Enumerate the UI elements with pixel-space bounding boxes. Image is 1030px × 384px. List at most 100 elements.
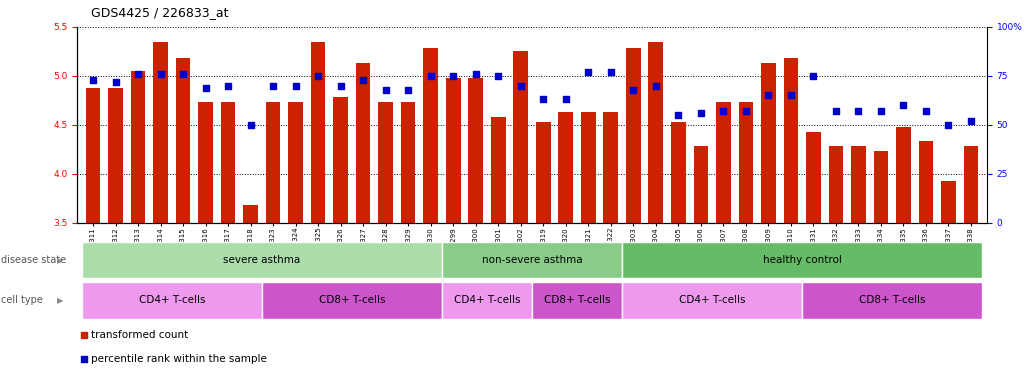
Point: [940, 122, 957, 128]
Bar: [761, 63, 776, 223]
Bar: [334, 98, 348, 223]
Bar: [964, 146, 978, 223]
Bar: [491, 117, 506, 223]
Point: [648, 83, 664, 89]
Text: severe asthma: severe asthma: [224, 255, 301, 265]
Bar: [469, 78, 483, 223]
Point: [358, 250, 375, 257]
Bar: [423, 48, 438, 223]
Bar: [266, 102, 280, 223]
Point: [107, 79, 124, 85]
Point: [242, 122, 259, 128]
Text: CD8+ T-cells: CD8+ T-cells: [544, 295, 610, 306]
Point: [468, 71, 484, 77]
Text: ▶: ▶: [57, 256, 63, 265]
Point: [805, 73, 822, 79]
Bar: [851, 146, 866, 223]
Bar: [671, 122, 686, 223]
Point: [580, 69, 596, 75]
Bar: [622, 242, 983, 278]
Point: [400, 86, 416, 93]
Point: [152, 71, 169, 77]
Point: [557, 96, 574, 103]
Point: [265, 83, 281, 89]
Point: [535, 96, 551, 103]
Text: GDS4425 / 226833_at: GDS4425 / 226833_at: [91, 6, 229, 19]
Bar: [806, 132, 821, 223]
Point: [198, 84, 214, 91]
Bar: [311, 41, 325, 223]
Bar: [85, 88, 100, 223]
Point: [872, 108, 889, 114]
Point: [850, 108, 866, 114]
Bar: [288, 102, 303, 223]
Point: [783, 92, 799, 98]
Point: [219, 83, 236, 89]
Bar: [828, 146, 844, 223]
Point: [422, 73, 439, 79]
Bar: [108, 88, 123, 223]
Point: [828, 108, 845, 114]
Point: [358, 41, 375, 47]
Point: [175, 71, 192, 77]
Bar: [531, 282, 622, 319]
Text: healthy control: healthy control: [762, 255, 842, 265]
Bar: [81, 282, 262, 319]
Bar: [784, 58, 798, 223]
Point: [715, 108, 731, 114]
Bar: [176, 58, 191, 223]
Bar: [81, 242, 442, 278]
Point: [895, 102, 912, 108]
Bar: [378, 102, 393, 223]
Point: [377, 86, 393, 93]
Bar: [446, 78, 460, 223]
Point: [513, 83, 529, 89]
Bar: [919, 141, 933, 223]
Point: [737, 108, 754, 114]
Bar: [649, 41, 663, 223]
Bar: [626, 48, 641, 223]
Text: CD4+ T-cells: CD4+ T-cells: [679, 295, 746, 306]
Bar: [243, 205, 258, 223]
Bar: [220, 102, 236, 223]
Point: [333, 83, 349, 89]
Point: [130, 71, 146, 77]
Bar: [442, 282, 531, 319]
Bar: [262, 282, 442, 319]
Bar: [802, 282, 983, 319]
Bar: [198, 102, 213, 223]
Text: CD8+ T-cells: CD8+ T-cells: [318, 295, 385, 306]
Text: CD8+ T-cells: CD8+ T-cells: [859, 295, 925, 306]
Point: [310, 73, 327, 79]
Text: non-severe asthma: non-severe asthma: [482, 255, 582, 265]
Bar: [896, 127, 911, 223]
Point: [918, 108, 934, 114]
Text: disease state: disease state: [1, 255, 66, 265]
Bar: [622, 282, 802, 319]
Point: [287, 83, 304, 89]
Text: ▶: ▶: [57, 296, 63, 305]
Point: [671, 112, 687, 118]
Bar: [513, 51, 528, 223]
Point: [445, 73, 461, 79]
Text: CD4+ T-cells: CD4+ T-cells: [139, 295, 205, 306]
Point: [603, 69, 619, 75]
Text: transformed count: transformed count: [91, 331, 188, 341]
Bar: [941, 180, 956, 223]
Text: cell type: cell type: [1, 295, 43, 306]
Point: [625, 86, 642, 93]
Bar: [536, 122, 551, 223]
Point: [490, 73, 507, 79]
Bar: [873, 151, 888, 223]
Text: percentile rank within the sample: percentile rank within the sample: [91, 354, 267, 364]
Point: [963, 118, 980, 124]
Bar: [716, 102, 730, 223]
Point: [84, 77, 101, 83]
Bar: [131, 71, 145, 223]
Bar: [442, 242, 622, 278]
Bar: [401, 102, 415, 223]
Bar: [581, 112, 595, 223]
Bar: [355, 63, 371, 223]
Bar: [153, 41, 168, 223]
Bar: [604, 112, 618, 223]
